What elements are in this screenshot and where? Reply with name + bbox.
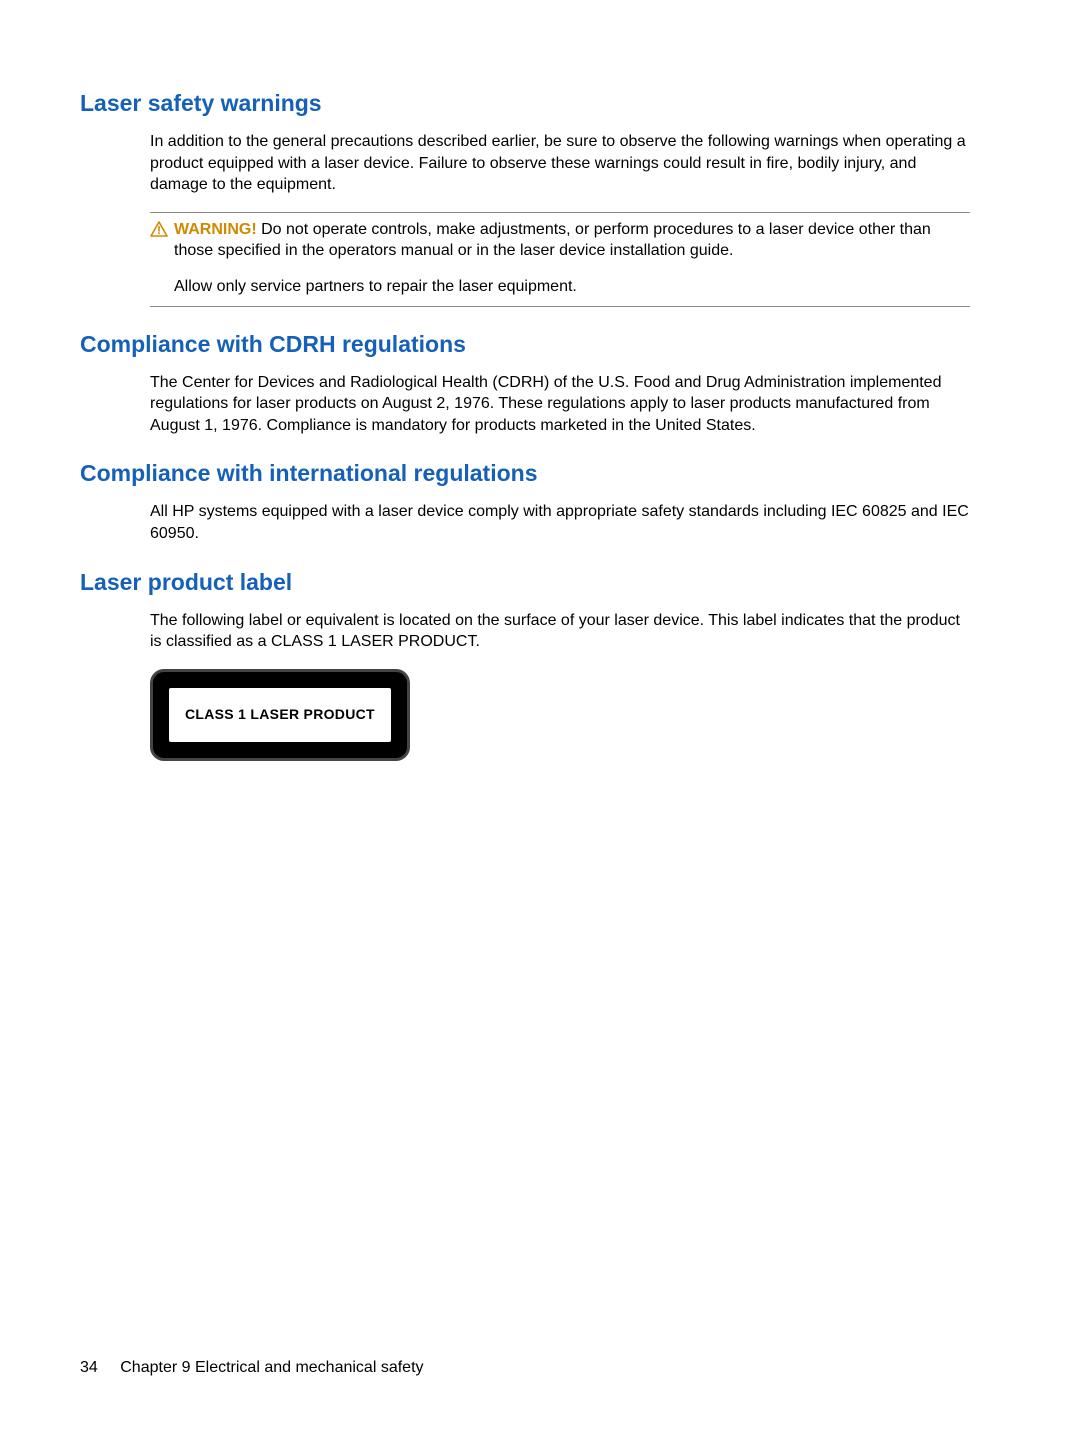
warning-body: Do not operate controls, make adjustment… [174,221,931,260]
heading-international: Compliance with international regulation… [80,460,970,487]
chapter-title: Chapter 9 Electrical and mechanical safe… [120,1359,423,1376]
laser-label-figure: CLASS 1 LASER PRODUCT [150,669,970,761]
paragraph-laser-safety: In addition to the general precautions d… [150,131,970,196]
page-number: 34 [80,1359,98,1376]
warning-followup: Allow only service partners to repair th… [174,276,970,298]
warning-row: WARNING! Do not operate controls, make a… [150,219,970,262]
warning-callout: WARNING! Do not operate controls, make a… [150,212,970,307]
heading-laser-safety: Laser safety warnings [80,90,970,117]
page-footer: 34 Chapter 9 Electrical and mechanical s… [80,1359,424,1377]
laser-label-inner: CLASS 1 LASER PRODUCT [167,686,393,744]
paragraph-cdrh: The Center for Devices and Radiological … [150,372,970,437]
heading-laser-label: Laser product label [80,569,970,596]
laser-label-text: CLASS 1 LASER PRODUCT [185,706,375,722]
document-page: Laser safety warnings In addition to the… [0,0,1080,1437]
warning-label: WARNING! [174,221,257,238]
heading-cdrh: Compliance with CDRH regulations [80,331,970,358]
laser-label-outer: CLASS 1 LASER PRODUCT [150,669,410,761]
warning-text: WARNING! Do not operate controls, make a… [174,219,970,262]
warning-triangle-icon [150,221,168,242]
paragraph-international: All HP systems equipped with a laser dev… [150,501,970,544]
paragraph-laser-label: The following label or equivalent is loc… [150,610,970,653]
